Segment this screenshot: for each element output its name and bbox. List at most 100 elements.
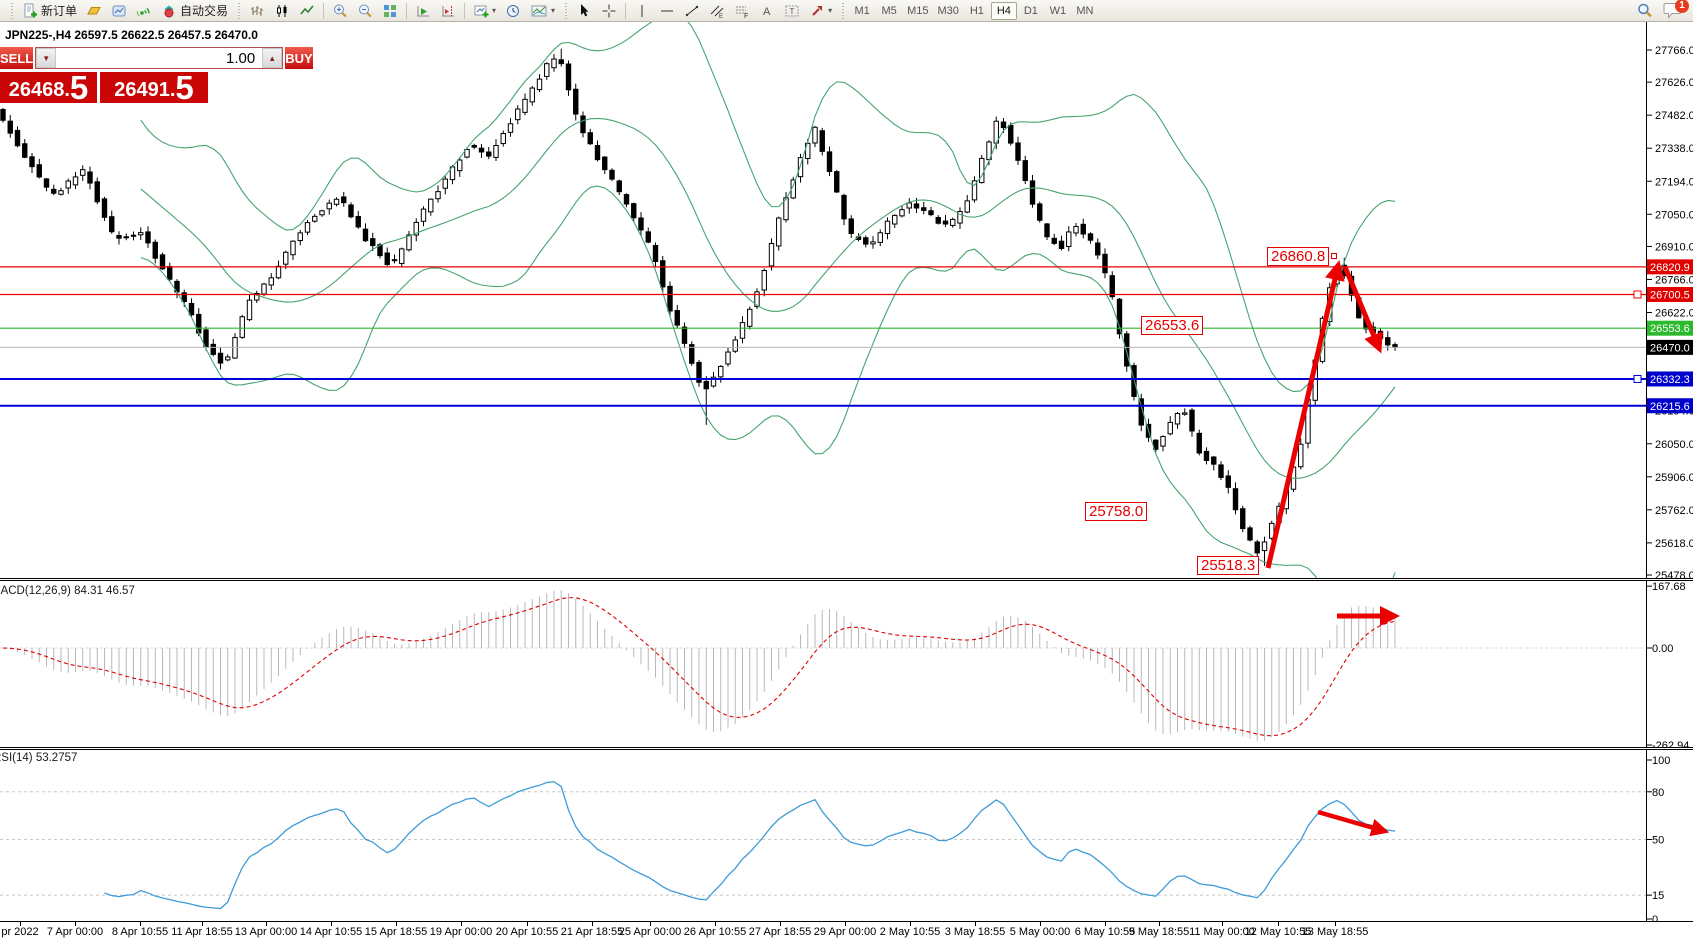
time-tick [140, 922, 141, 926]
price-axis-label: 26622.0 [1655, 308, 1693, 320]
buy-price-display[interactable]: 26491. 5 [100, 71, 208, 104]
vertical-line-tool-button[interactable] [630, 1, 654, 21]
metaeditor-button[interactable] [82, 1, 106, 21]
line-chart-button[interactable] [295, 1, 319, 21]
price-annotation[interactable]: 26553.6 [1141, 316, 1204, 335]
text-label-tool-button[interactable]: T [780, 1, 804, 21]
trend-arrow[interactable] [1342, 266, 1383, 354]
main-chart[interactable]: 27766.0 27626.0 27482.0 27338.0 27194.0 27050… [0, 22, 1693, 578]
time-axis-label: 7 Apr 00:00 [46, 926, 104, 938]
auto-scroll-button[interactable] [411, 1, 435, 21]
toolbar-grip[interactable] [236, 2, 242, 19]
profiles-button[interactable]: ▾ [526, 1, 559, 21]
price-badge [1647, 286, 1693, 302]
time-tick [1159, 922, 1160, 926]
chart-shift-button[interactable] [436, 1, 460, 21]
annotation-handle[interactable] [1331, 253, 1337, 259]
line-handle[interactable] [1633, 290, 1642, 299]
volume-input[interactable] [56, 48, 263, 68]
candlestick-chart-button[interactable] [270, 1, 294, 21]
period-button[interactable] [501, 1, 525, 21]
price-annotation[interactable]: 25758.0 [1085, 502, 1148, 521]
text-tool-button[interactable]: A [755, 1, 779, 21]
new-chart-button[interactable]: ▾ [469, 1, 500, 21]
channel-tool-button[interactable]: E [705, 1, 729, 21]
bollinger-lower[interactable] [140, 185, 1396, 578]
volume-decrease-button[interactable]: ▼ [36, 48, 57, 68]
trendline-icon [684, 3, 700, 19]
metaeditor-icon [86, 3, 102, 19]
tile-windows-button[interactable] [378, 1, 402, 21]
macd-panel[interactable]: 167.68 0.00 -262.94 [0, 581, 1693, 747]
tf-button-w1[interactable]: W1 [1049, 4, 1067, 17]
line-handle[interactable] [1633, 374, 1642, 383]
chevron-down-icon: ▾ [551, 6, 556, 15]
new-order-button[interactable]: 新订单 [18, 1, 81, 21]
time-axis[interactable]: pr 2022 7 Apr 00:00 8 Apr 10:55 11 Apr 18:5… [0, 922, 1693, 941]
panel-separator[interactable] [0, 747, 1693, 750]
time-axis-label: 25 Apr 00:00 [618, 926, 682, 938]
arrows-tool-button[interactable]: ▾ [805, 1, 836, 21]
sell-price-dot: . [64, 79, 70, 101]
rsi-arrow[interactable] [1317, 809, 1390, 837]
time-axis-label: 3 May 18:55 [944, 926, 1006, 938]
zoom-out-button[interactable] [353, 1, 377, 21]
tf-button-d1[interactable]: D1 [1023, 4, 1038, 17]
rsi-panel[interactable]: 100 80 50 15 0 [0, 750, 1693, 922]
bollinger-middle[interactable] [140, 117, 1396, 479]
notifications-button[interactable]: 1 [1663, 0, 1689, 21]
crosshair-tool-button[interactable] [597, 1, 621, 21]
svg-text:A: A [763, 6, 771, 18]
trend-arrow[interactable] [1265, 260, 1345, 569]
navigator-button[interactable] [107, 1, 131, 21]
tf-button-mn[interactable]: MN [1076, 4, 1094, 17]
time-tick [331, 922, 332, 926]
tf-button-m30[interactable]: M30 [937, 4, 959, 17]
rsi-indicator-label[interactable]: RSI(14) 53.2757 [0, 752, 78, 764]
time-axis-label: pr 2022 [1, 926, 39, 938]
trendline-tool-button[interactable] [680, 1, 704, 21]
autotrading-button[interactable]: 自动交易 [157, 1, 232, 21]
time-axis-label: 14 Apr 10:55 [299, 926, 363, 938]
chart-ohlc-title: JPN225-,H4 26597.5 26622.5 26457.5 26470… [5, 28, 258, 42]
time-axis-label: 6 May 10:55 [1074, 926, 1136, 938]
price-annotation[interactable]: 25518.3 [1197, 556, 1260, 575]
cursor-tool-button[interactable] [572, 1, 596, 21]
toolbar-grip[interactable] [840, 2, 846, 19]
tf-button-m5[interactable]: M5 [881, 4, 897, 17]
sell-button[interactable]: SELL [0, 47, 34, 69]
tf-button-m15[interactable]: M15 [907, 4, 929, 17]
horizontal-line-tool-button[interactable] [655, 1, 679, 21]
rsi-line [104, 781, 1396, 910]
svg-text:26553.6: 26553.6 [1650, 323, 1690, 335]
volume-increase-button[interactable]: ▲ [262, 48, 283, 68]
clock-icon [505, 3, 521, 19]
new-order-icon [22, 3, 38, 19]
price-axis-label: 26766.0 [1655, 274, 1693, 286]
zoom-in-button[interactable] [328, 1, 352, 21]
price-annotation[interactable]: 26860.8 [1267, 247, 1330, 266]
toolbar-grip[interactable] [9, 2, 14, 19]
time-axis-label: 26 Apr 10:55 [683, 926, 747, 938]
buy-button[interactable]: BUY [285, 47, 313, 69]
signals-button[interactable] [132, 1, 156, 21]
bar-chart-button[interactable] [245, 1, 269, 21]
tf-button-m1[interactable]: M1 [854, 4, 870, 17]
tf-button-h4[interactable]: H4 [990, 1, 1017, 20]
panel-separator[interactable] [0, 578, 1693, 581]
svg-text:E: E [719, 14, 723, 19]
search-button[interactable] [1632, 1, 1657, 21]
time-tick [1040, 922, 1041, 926]
price-axis-label: 27626.0 [1655, 77, 1693, 89]
macd-indicator-label[interactable]: MACD(12,26,9) 84.31 46.57 [0, 585, 135, 597]
sell-price-display[interactable]: 26468. 5 [0, 71, 97, 104]
time-tick [592, 922, 593, 926]
toolbar-grip[interactable] [563, 2, 569, 19]
tf-button-h1[interactable]: H1 [969, 4, 984, 17]
cursor-icon [576, 3, 592, 19]
time-tick [910, 922, 911, 926]
time-tick [75, 922, 76, 926]
bollinger-upper[interactable] [140, 22, 1396, 393]
sell-price-int: 26468 [8, 79, 65, 101]
fibonacci-tool-button[interactable]: F [730, 1, 754, 21]
